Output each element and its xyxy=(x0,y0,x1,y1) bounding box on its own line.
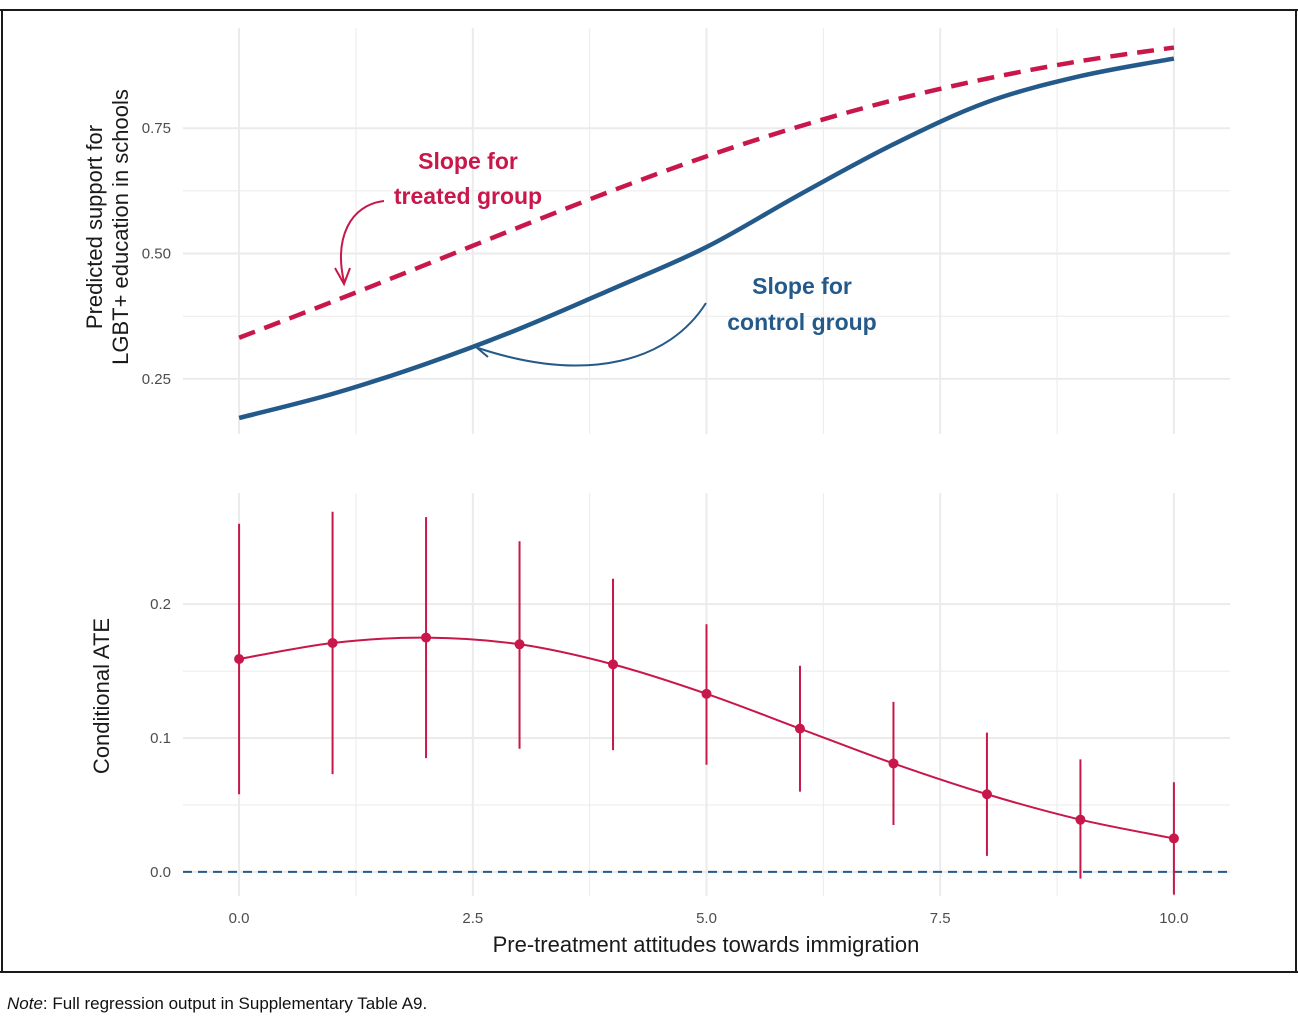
cate-point xyxy=(514,639,525,650)
control-annotation-line2: control group xyxy=(727,309,876,335)
x-tick-label: 7.5 xyxy=(930,910,951,927)
x-tick-label: 5.0 xyxy=(696,910,717,927)
bottom-panel-series xyxy=(183,511,1230,895)
top-panel-grid xyxy=(183,28,1230,434)
control-annotation-arrow xyxy=(477,302,707,367)
treated-annotation-arrowhead xyxy=(334,267,351,287)
control-slope-line xyxy=(238,56,1175,421)
bottom-y-axis-title: Conditional ATE xyxy=(89,618,114,774)
top-y-tick-label: 0.25 xyxy=(142,371,171,388)
treated-slope-line xyxy=(238,45,1175,340)
note-label: Note xyxy=(7,994,43,1013)
top-y-axis-title-line2: LGBT+ education in schools xyxy=(108,89,133,365)
x-tick-label: 2.5 xyxy=(462,910,483,927)
cate-point xyxy=(1075,814,1086,825)
top-panel-annotations: Slope for treated group Slope for contro… xyxy=(334,148,877,367)
figure-left-rule xyxy=(1,9,3,972)
cate-point xyxy=(794,723,805,734)
top-y-tick-label: 0.50 xyxy=(142,246,171,263)
treated-annotation-arrow xyxy=(340,200,385,283)
figure-bottom-rule xyxy=(0,971,1298,973)
cate-point xyxy=(234,654,245,665)
cate-point xyxy=(327,637,338,648)
top-y-axis-title-line1: Predicted support for xyxy=(82,125,107,329)
bottom-y-tick-label: 0.0 xyxy=(150,864,171,881)
tick-labels: 0.25 0.50 0.75 0.0 0.1 0.2 0.0 2.5 5.0 7.5 10.0 xyxy=(142,120,1189,927)
bottom-y-tick-label: 0.2 xyxy=(150,596,171,613)
control-annotation-arrowhead xyxy=(474,340,493,358)
x-tick-label: 0.0 xyxy=(229,910,250,927)
figure-chart: 0.25 0.50 0.75 0.0 0.1 0.2 0.0 2.5 5.0 7.5 10.0 Sl… xyxy=(82,28,1230,957)
treated-annotation-line2: treated group xyxy=(394,183,542,209)
top-panel-series xyxy=(238,45,1175,421)
cate-point xyxy=(701,688,712,699)
note-text: : Full regression output in Supplementar… xyxy=(42,994,428,1013)
figure-top-rule xyxy=(0,9,1298,11)
cate-point xyxy=(608,659,619,670)
cate-point xyxy=(421,632,432,643)
treated-annotation-line1: Slope for xyxy=(418,148,518,174)
cate-point xyxy=(981,789,992,800)
figure-right-rule xyxy=(1295,9,1297,972)
cate-point xyxy=(1168,833,1179,844)
x-axis-title: Pre-treatment attitudes towards immigrat… xyxy=(493,932,920,957)
bottom-y-tick-label: 0.1 xyxy=(150,730,171,747)
cate-point xyxy=(888,758,899,769)
top-y-tick-label: 0.75 xyxy=(142,120,171,137)
x-tick-label: 10.0 xyxy=(1159,910,1188,927)
figure-note: Note: Full regression output in Suppleme… xyxy=(7,994,427,1014)
control-annotation-line1: Slope for xyxy=(752,273,852,299)
